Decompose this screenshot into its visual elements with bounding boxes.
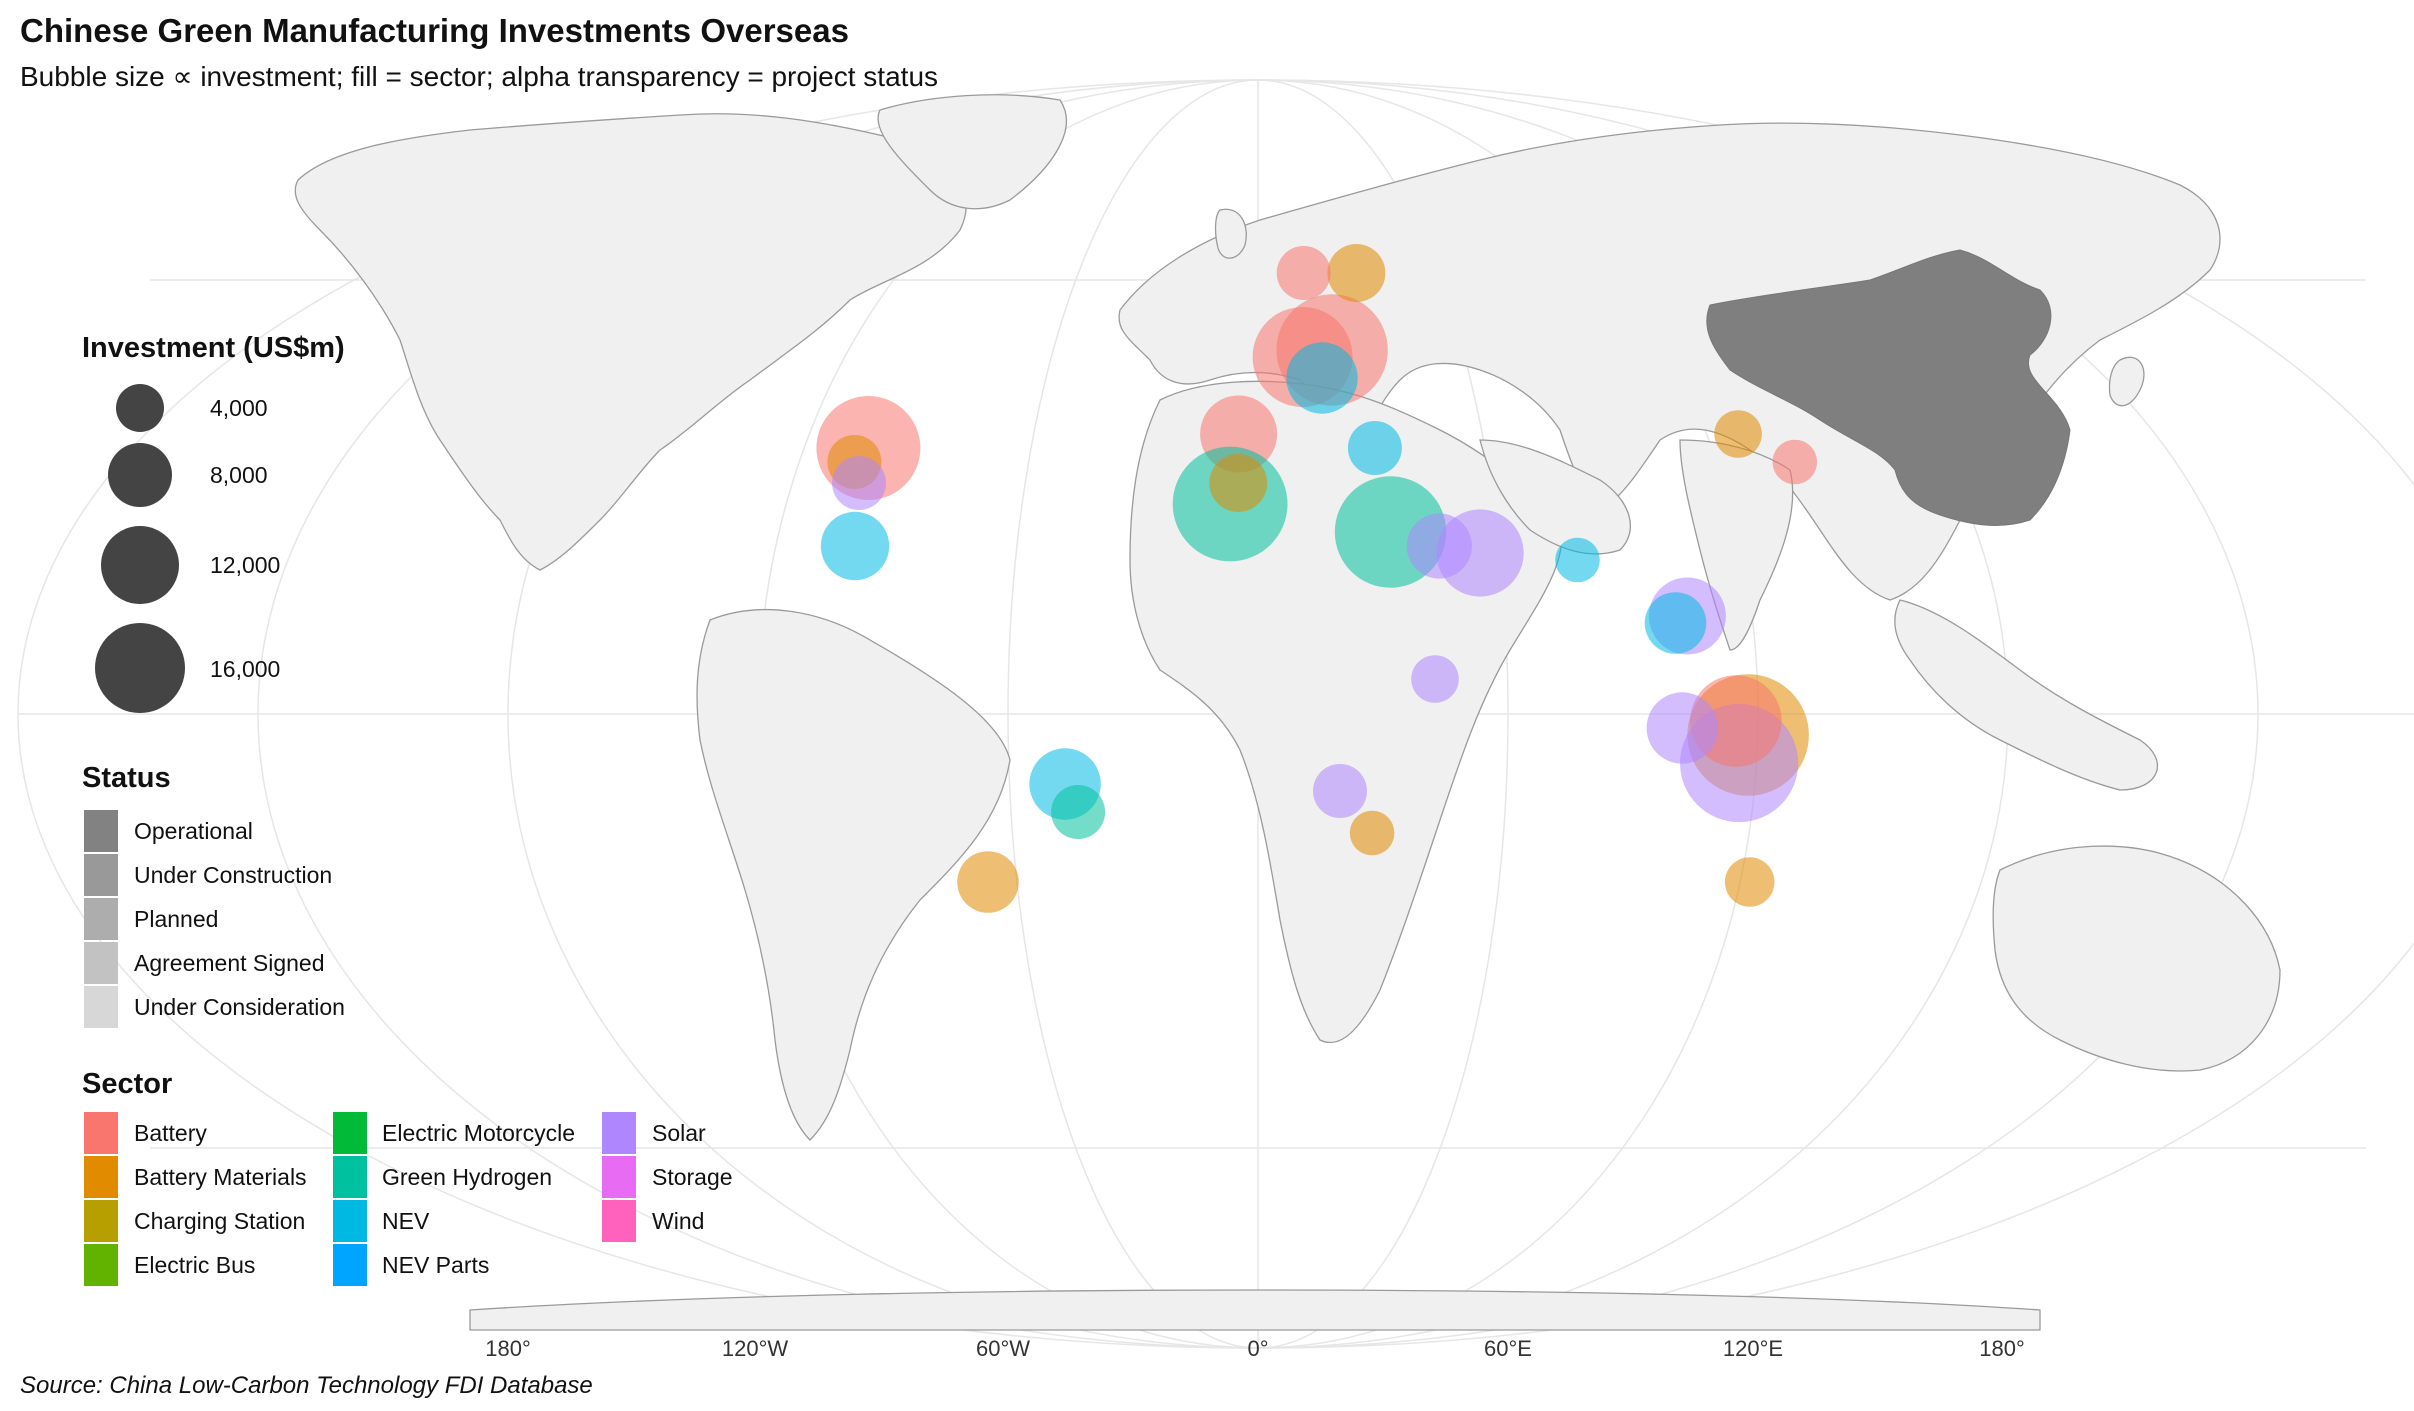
investment-bubble-21	[1644, 592, 1707, 654]
status-swatch-agreement-signed	[84, 942, 118, 984]
status-swatch-under-construction	[84, 854, 118, 896]
investment-bubble-27	[1349, 810, 1395, 856]
sector-swatch-green-hydrogen	[333, 1156, 367, 1198]
status-label-planned: Planned	[134, 906, 219, 932]
sector-swatch-storage	[602, 1156, 636, 1198]
status-swatch-under-consideration	[84, 986, 118, 1028]
status-label-agreement-signed: Agreement Signed	[134, 950, 325, 976]
australia	[1992, 845, 2281, 1072]
status-swatch-planned	[84, 898, 118, 940]
investment-bubble-3	[832, 456, 886, 510]
investment-bubble-32	[1411, 655, 1459, 703]
chart-title: Chinese Green Manufacturing Investments …	[20, 12, 849, 49]
sector-label-charging-station: Charging Station	[134, 1208, 306, 1234]
investment-bubble-29	[1772, 439, 1818, 485]
lon-label-60w: 60°W	[975, 1336, 1031, 1361]
investment-bubble-14	[1347, 421, 1402, 475]
chart-subtitle: Bubble size ∝ investment; fill = sector;…	[20, 61, 939, 92]
lon-label-180w: 180°	[485, 1336, 531, 1361]
arabia	[1479, 439, 1631, 555]
investment-bubble-26	[1313, 764, 1367, 818]
sector-label-battery-materials: Battery Materials	[134, 1164, 307, 1190]
size-circle-4000	[116, 384, 164, 432]
investment-bubble-16	[1406, 513, 1472, 579]
uk	[1214, 208, 1247, 259]
sector-swatch-wind	[602, 1200, 636, 1242]
investment-bubble-31	[1555, 537, 1600, 583]
size-label-12000: 12,000	[210, 552, 281, 578]
antarctica	[469, 1289, 2041, 1331]
sector-swatch-charging-station	[84, 1200, 118, 1242]
investment-bubbles	[816, 244, 1818, 913]
sector-swatch-solar	[602, 1112, 636, 1154]
sector-swatch-battery-materials	[84, 1156, 118, 1198]
sector-legend-title: Sector	[82, 1068, 173, 1100]
size-label-16000: 16,000	[210, 656, 281, 682]
investment-bubble-24	[1051, 785, 1106, 839]
size-circle-16000	[95, 623, 185, 713]
size-legend-circles	[95, 384, 185, 713]
size-circle-12000	[101, 526, 179, 604]
status-legend-title: Status	[82, 762, 171, 794]
greenland	[877, 94, 1067, 210]
north-america	[294, 113, 967, 571]
south-america	[696, 608, 1011, 1141]
southeast-asia	[1894, 599, 2158, 791]
investment-bubble-9	[1327, 244, 1386, 302]
investment-legend-title: Investment (US$m)	[82, 332, 345, 364]
sector-swatch-electric-motorcycle	[333, 1112, 367, 1154]
source-note: Source: China Low-Carbon Technology FDI …	[20, 1372, 593, 1399]
status-swatch-operational	[84, 810, 118, 852]
china-highlight	[1706, 249, 2071, 526]
lon-label-0: 0°	[1247, 1336, 1269, 1361]
sector-label-wind: Wind	[652, 1208, 705, 1234]
lon-label-60e: 60°E	[1484, 1336, 1532, 1361]
lon-label-120e: 120°E	[1722, 1336, 1784, 1361]
investment-bubble-30	[1714, 410, 1762, 458]
lon-label-180e: 180°	[1979, 1336, 2025, 1361]
investment-bubble-28	[1724, 857, 1775, 907]
sector-label-electric-motorcycle: Electric Motorcycle	[382, 1120, 575, 1146]
size-label-4000: 4,000	[210, 395, 268, 421]
investment-bubble-12	[1209, 454, 1268, 512]
sector-swatch-nev-parts	[333, 1244, 367, 1286]
sector-label-storage: Storage	[652, 1164, 733, 1190]
sector-swatch-electric-bus	[84, 1244, 118, 1286]
investment-bubble-7	[1286, 342, 1358, 414]
investment-bubble-10	[1276, 246, 1331, 300]
sector-label-battery: Battery	[134, 1120, 207, 1146]
sector-swatch-battery	[84, 1112, 118, 1154]
size-circle-8000	[108, 443, 172, 507]
investment-bubble-4	[820, 511, 890, 581]
status-label-under-consideration: Under Consideration	[134, 994, 345, 1020]
size-label-8000: 8,000	[210, 462, 268, 488]
sector-label-nev-parts: NEV Parts	[382, 1252, 490, 1278]
status-label-under-construction: Under Construction	[134, 862, 333, 888]
lon-label-120w: 120°W	[721, 1336, 789, 1361]
sector-swatch-nev	[333, 1200, 367, 1242]
investment-bubble-25	[957, 851, 1019, 913]
sector-label-solar: Solar	[652, 1120, 706, 1146]
sector-label-nev: NEV	[382, 1208, 430, 1234]
status-label-operational: Operational	[134, 818, 253, 844]
japan	[2108, 356, 2145, 407]
sector-label-electric-bus: Electric Bus	[134, 1252, 256, 1278]
sector-label-green-hydrogen: Green Hydrogen	[382, 1164, 553, 1190]
investment-bubble-22	[1646, 692, 1719, 764]
